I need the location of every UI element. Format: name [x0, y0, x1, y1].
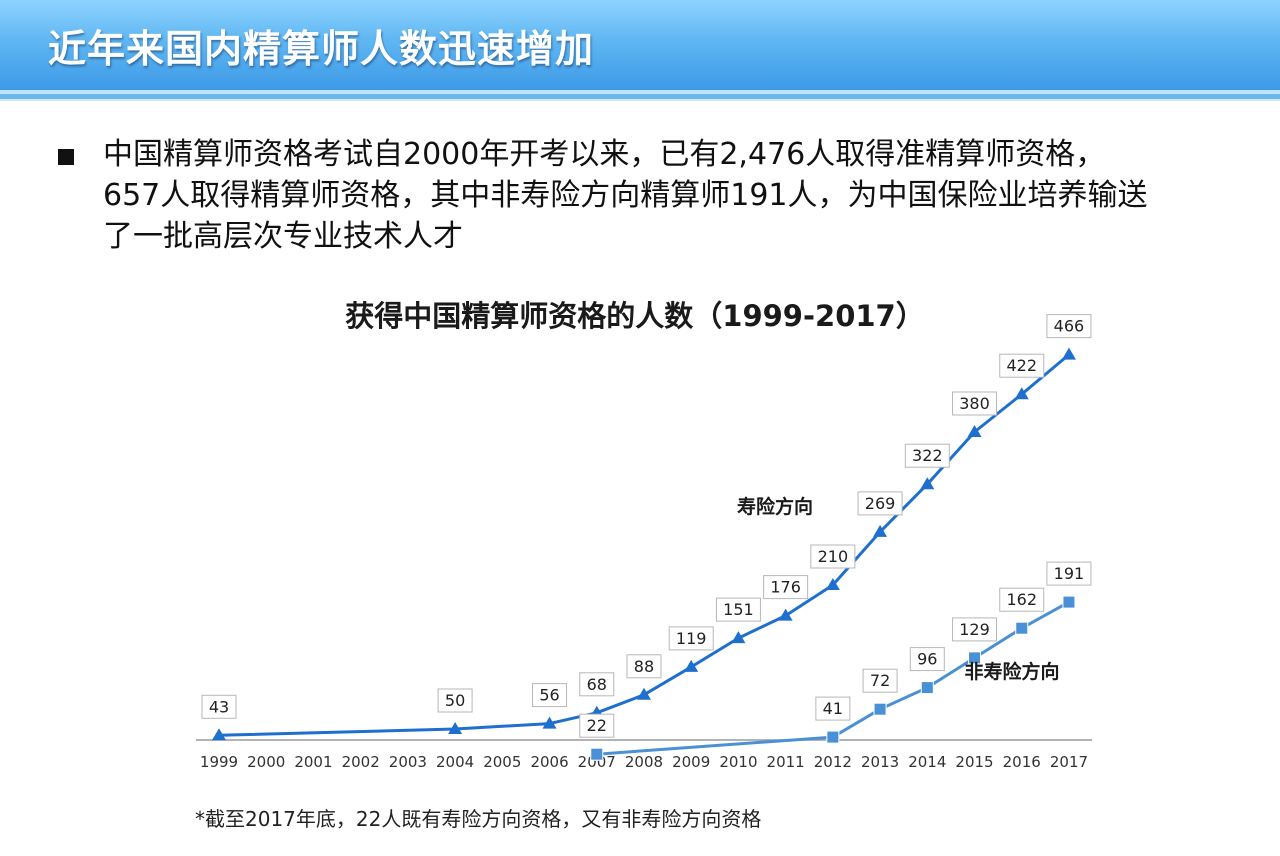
data-label: 72 — [870, 671, 890, 690]
data-label: 466 — [1054, 317, 1085, 336]
data-label: 210 — [818, 547, 849, 566]
data-point-square — [826, 730, 840, 744]
header-divider — [0, 90, 1280, 94]
x-tick-label: 2012 — [814, 753, 852, 771]
data-point-triangle — [448, 722, 463, 734]
data-label: 50 — [445, 691, 465, 710]
data-point-triangle — [212, 728, 226, 741]
data-label: 22 — [587, 716, 607, 735]
data-label-box — [815, 696, 851, 721]
data-point-triangle — [684, 659, 699, 672]
data-label: 88 — [634, 657, 654, 676]
x-tick-label: 2008 — [625, 753, 663, 771]
data-point-triangle — [731, 631, 746, 644]
data-label: 269 — [865, 494, 896, 513]
data-label-box — [952, 391, 998, 416]
data-point-square — [968, 651, 982, 665]
data-label-box — [1046, 561, 1092, 586]
x-tick-label: 2006 — [530, 753, 568, 771]
x-tick-label: 2002 — [342, 753, 380, 771]
data-label-box — [999, 353, 1045, 378]
data-point-triangle — [920, 477, 935, 490]
data-label: 422 — [1006, 356, 1037, 375]
data-point-triangle — [778, 608, 793, 621]
x-tick-label: 2010 — [719, 753, 757, 771]
data-label-box — [857, 491, 903, 516]
intro-line: 657人取得精算师资格，其中非寿险方向精算师191人，为中国保险业培养输送 — [103, 178, 1148, 213]
x-tick-label: 2003 — [389, 753, 427, 771]
data-label: 322 — [912, 446, 943, 465]
data-label-box — [909, 647, 945, 672]
data-point-square — [920, 681, 934, 695]
data-label: 41 — [823, 699, 843, 718]
data-point-square — [1062, 595, 1076, 609]
x-tick-label: 2007 — [578, 753, 616, 771]
data-label: 68 — [587, 675, 607, 694]
data-label-box — [904, 443, 950, 468]
x-tick-label: 2015 — [955, 753, 993, 771]
data-point-square — [1015, 621, 1029, 635]
data-label-box — [579, 713, 615, 738]
footnote: *截至2017年底，22人既有寿险方向资格，又有非寿险方向资格 — [195, 807, 762, 831]
x-tick-label: 2013 — [861, 753, 899, 771]
data-label: 191 — [1054, 564, 1085, 583]
x-tick-label: 2005 — [483, 753, 521, 771]
data-label-box — [437, 688, 473, 713]
data-label: 56 — [539, 686, 559, 705]
data-label-box — [668, 626, 714, 651]
data-point-triangle — [825, 578, 840, 590]
data-label: 129 — [959, 620, 990, 639]
data-label-box — [579, 672, 615, 697]
header-bar: 近年来国内精算师人数迅速增加 — [0, 0, 1280, 90]
data-label: 176 — [770, 578, 801, 597]
header-divider — [0, 99, 1280, 101]
intro-line: 了一批高层次专业技术人才 — [103, 219, 463, 254]
data-label-box — [810, 544, 856, 569]
page-title: 近年来国内精算师人数迅速增加 — [48, 27, 595, 71]
data-label-box — [201, 694, 237, 719]
series-line — [218, 353, 1070, 737]
intro-line: 中国精算师资格考试自2000年开考以来，已有2,476人取得准精算师资格， — [103, 137, 1106, 172]
data-label: 96 — [917, 650, 937, 669]
x-tick-label: 2000 — [247, 753, 285, 771]
x-tick-label: 2001 — [294, 753, 332, 771]
data-label: 380 — [959, 394, 990, 413]
data-point-triangle — [873, 524, 888, 537]
data-label-box — [763, 575, 809, 600]
data-point-triangle — [1014, 387, 1029, 400]
x-tick-label: 2016 — [1003, 753, 1041, 771]
header-divider — [0, 94, 1280, 99]
data-point-square — [873, 702, 887, 716]
data-point-triangle — [636, 687, 651, 700]
data-label: 162 — [1006, 590, 1037, 609]
data-label-box — [952, 617, 998, 642]
data-label-box — [626, 654, 662, 679]
data-label-box — [999, 587, 1045, 612]
data-point-square — [590, 747, 604, 761]
x-tick-label: 2011 — [767, 753, 805, 771]
data-label: 151 — [723, 600, 754, 619]
x-tick-label: 2014 — [908, 753, 946, 771]
x-tick-label: 2009 — [672, 753, 710, 771]
data-label: 43 — [209, 697, 229, 716]
series-label-nonlife: 非寿险方向 — [964, 660, 1059, 683]
series-label-life: 寿险方向 — [737, 495, 813, 518]
data-label-box — [715, 597, 761, 622]
data-label-box — [862, 668, 898, 693]
intro-paragraph: 中国精算师资格考试自2000年开考以来，已有2,476人取得准精算师资格， 65… — [103, 134, 1243, 257]
data-point-triangle — [967, 425, 982, 437]
data-label-box — [532, 683, 568, 708]
data-point-triangle — [1061, 347, 1076, 360]
x-tick-label: 2004 — [436, 753, 474, 771]
line-chart: 获得中国精算师资格的人数（1999-2017） 1999 2000 2001 2002 2… — [196, 299, 1092, 771]
x-tick-label: 1999 — [200, 753, 238, 771]
data-point-triangle — [542, 716, 557, 729]
x-tick-label: 2017 — [1050, 753, 1088, 771]
data-label: 119 — [676, 629, 707, 648]
chart-title: 获得中国精算师资格的人数（1999-2017） — [345, 299, 924, 333]
data-label-box — [1046, 314, 1092, 339]
bullet-square-icon — [58, 149, 74, 165]
